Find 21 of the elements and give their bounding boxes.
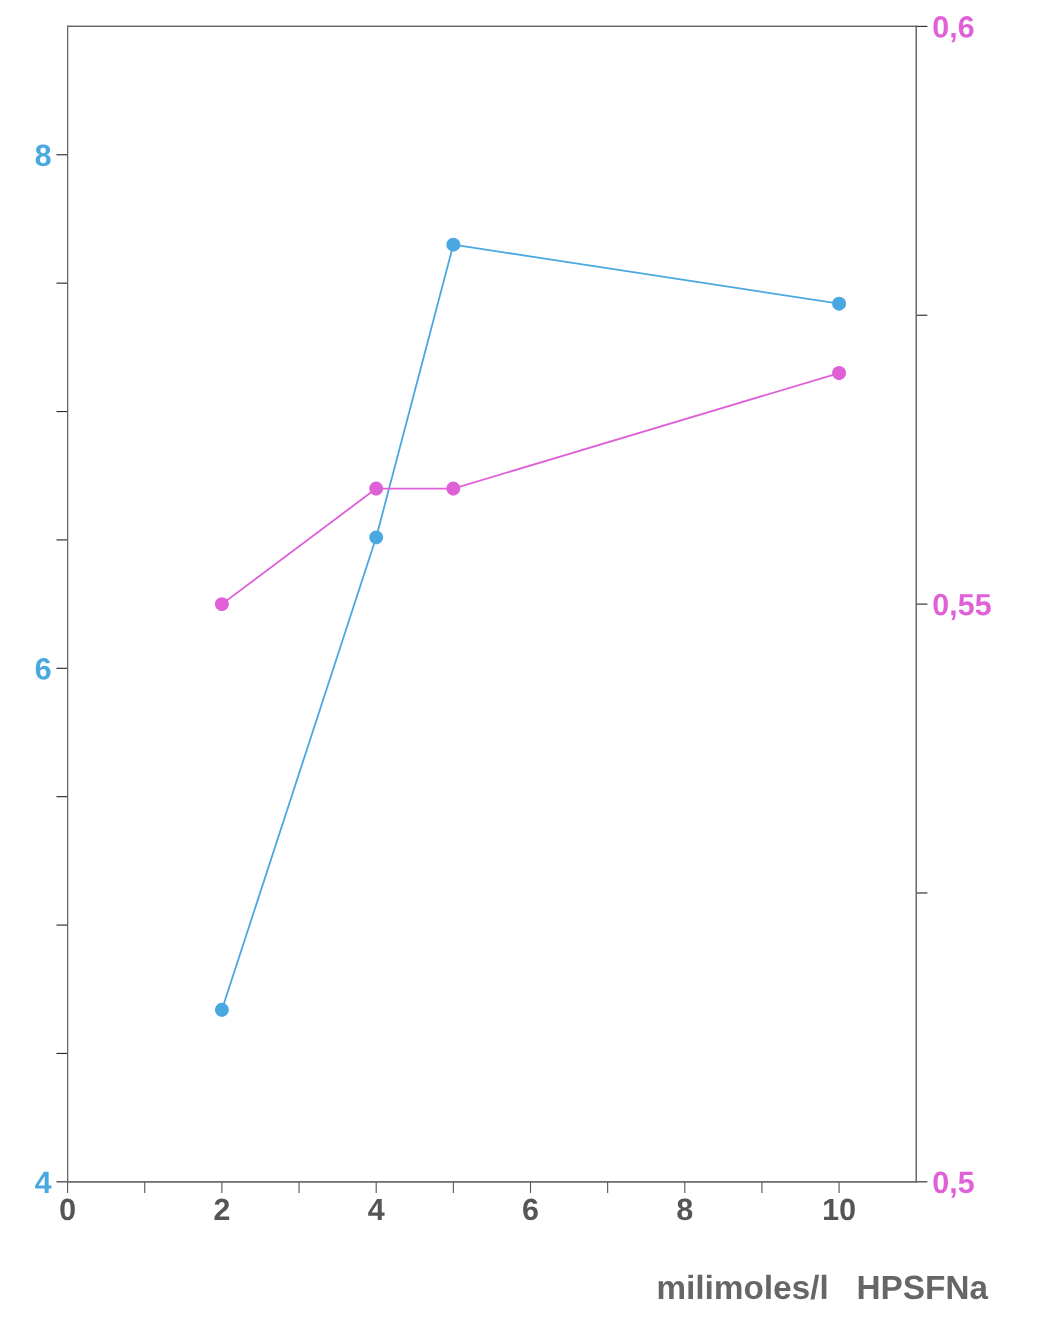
y-tick-label: 4 <box>35 1171 52 1193</box>
x-tick-label: 10 <box>824 1198 855 1221</box>
point <box>446 481 461 496</box>
y-tick-label: 8 <box>35 144 51 167</box>
x-axis-title: milimoles/l HPSFNa <box>658 1274 989 1300</box>
y2-tick-label: 0,5 <box>933 1171 974 1198</box>
point <box>214 1002 229 1017</box>
point <box>832 296 847 311</box>
x-tick-label: 6 <box>523 1198 538 1221</box>
y-tick-label: 6 <box>35 658 51 680</box>
y2-tick-label: 0,55 <box>933 593 991 620</box>
point <box>369 481 384 496</box>
x-tick-label: 4 <box>368 1198 385 1220</box>
x-tick-label: 2 <box>214 1198 230 1220</box>
x-tick-label: 0 <box>60 1198 75 1221</box>
y2-tick-label: 0,6 <box>933 16 974 43</box>
point <box>832 366 847 380</box>
point <box>446 237 461 252</box>
point <box>369 530 384 545</box>
x-tick-label: 8 <box>677 1198 693 1221</box>
point <box>214 597 229 612</box>
